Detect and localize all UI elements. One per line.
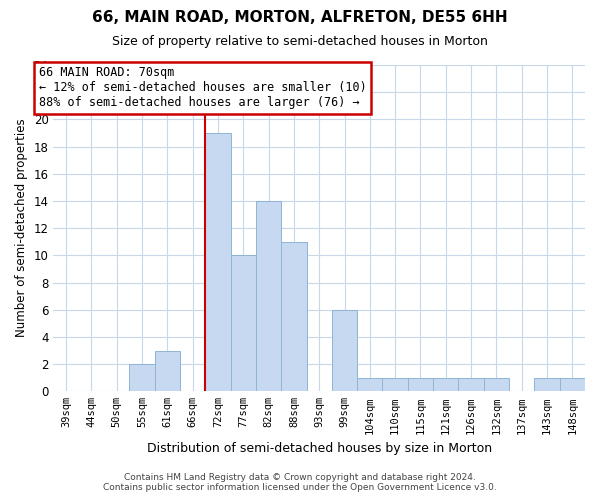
Text: 66, MAIN ROAD, MORTON, ALFRETON, DE55 6HH: 66, MAIN ROAD, MORTON, ALFRETON, DE55 6H…: [92, 10, 508, 25]
Bar: [458, 378, 484, 392]
Text: Size of property relative to semi-detached houses in Morton: Size of property relative to semi-detach…: [112, 35, 488, 48]
Bar: [332, 310, 357, 392]
Bar: [155, 350, 180, 392]
Bar: [433, 378, 458, 392]
Bar: [408, 378, 433, 392]
Bar: [535, 378, 560, 392]
X-axis label: Distribution of semi-detached houses by size in Morton: Distribution of semi-detached houses by …: [146, 442, 492, 455]
Bar: [357, 378, 382, 392]
Bar: [560, 378, 585, 392]
Text: 66 MAIN ROAD: 70sqm
← 12% of semi-detached houses are smaller (10)
88% of semi-d: 66 MAIN ROAD: 70sqm ← 12% of semi-detach…: [39, 66, 367, 110]
Bar: [256, 201, 281, 392]
Bar: [281, 242, 307, 392]
Bar: [484, 378, 509, 392]
Bar: [230, 256, 256, 392]
Bar: [205, 133, 230, 392]
Y-axis label: Number of semi-detached properties: Number of semi-detached properties: [15, 119, 28, 338]
Bar: [382, 378, 408, 392]
Bar: [130, 364, 155, 392]
Text: Contains HM Land Registry data © Crown copyright and database right 2024.
Contai: Contains HM Land Registry data © Crown c…: [103, 473, 497, 492]
